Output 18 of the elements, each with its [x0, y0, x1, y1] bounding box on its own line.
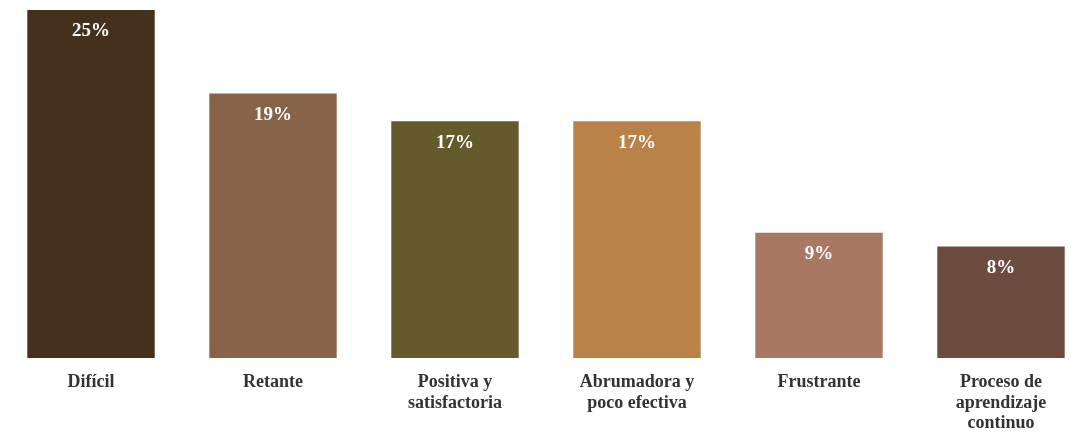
data-label: 9% [804, 242, 834, 264]
x-tick-label: Retante [243, 370, 303, 391]
bar [937, 246, 1065, 358]
x-tick-label: Difícil [67, 370, 115, 391]
x-tick-label: Frustrante [777, 370, 861, 391]
bar [27, 10, 155, 358]
x-tick-label: Abrumadora y poco efectiva [579, 370, 695, 412]
data-label: 17% [618, 130, 656, 152]
bar [573, 121, 701, 358]
bar [391, 121, 519, 358]
x-tick-label: Positiva y satisfactoria [408, 370, 502, 412]
data-label: 8% [986, 255, 1016, 277]
data-label: 17% [436, 130, 474, 152]
bar [755, 232, 883, 358]
x-tick-label: Proceso de aprendizaje continuo [955, 370, 1047, 433]
bar [209, 93, 337, 358]
data-label: 19% [254, 102, 292, 124]
data-label: 25% [72, 19, 110, 41]
